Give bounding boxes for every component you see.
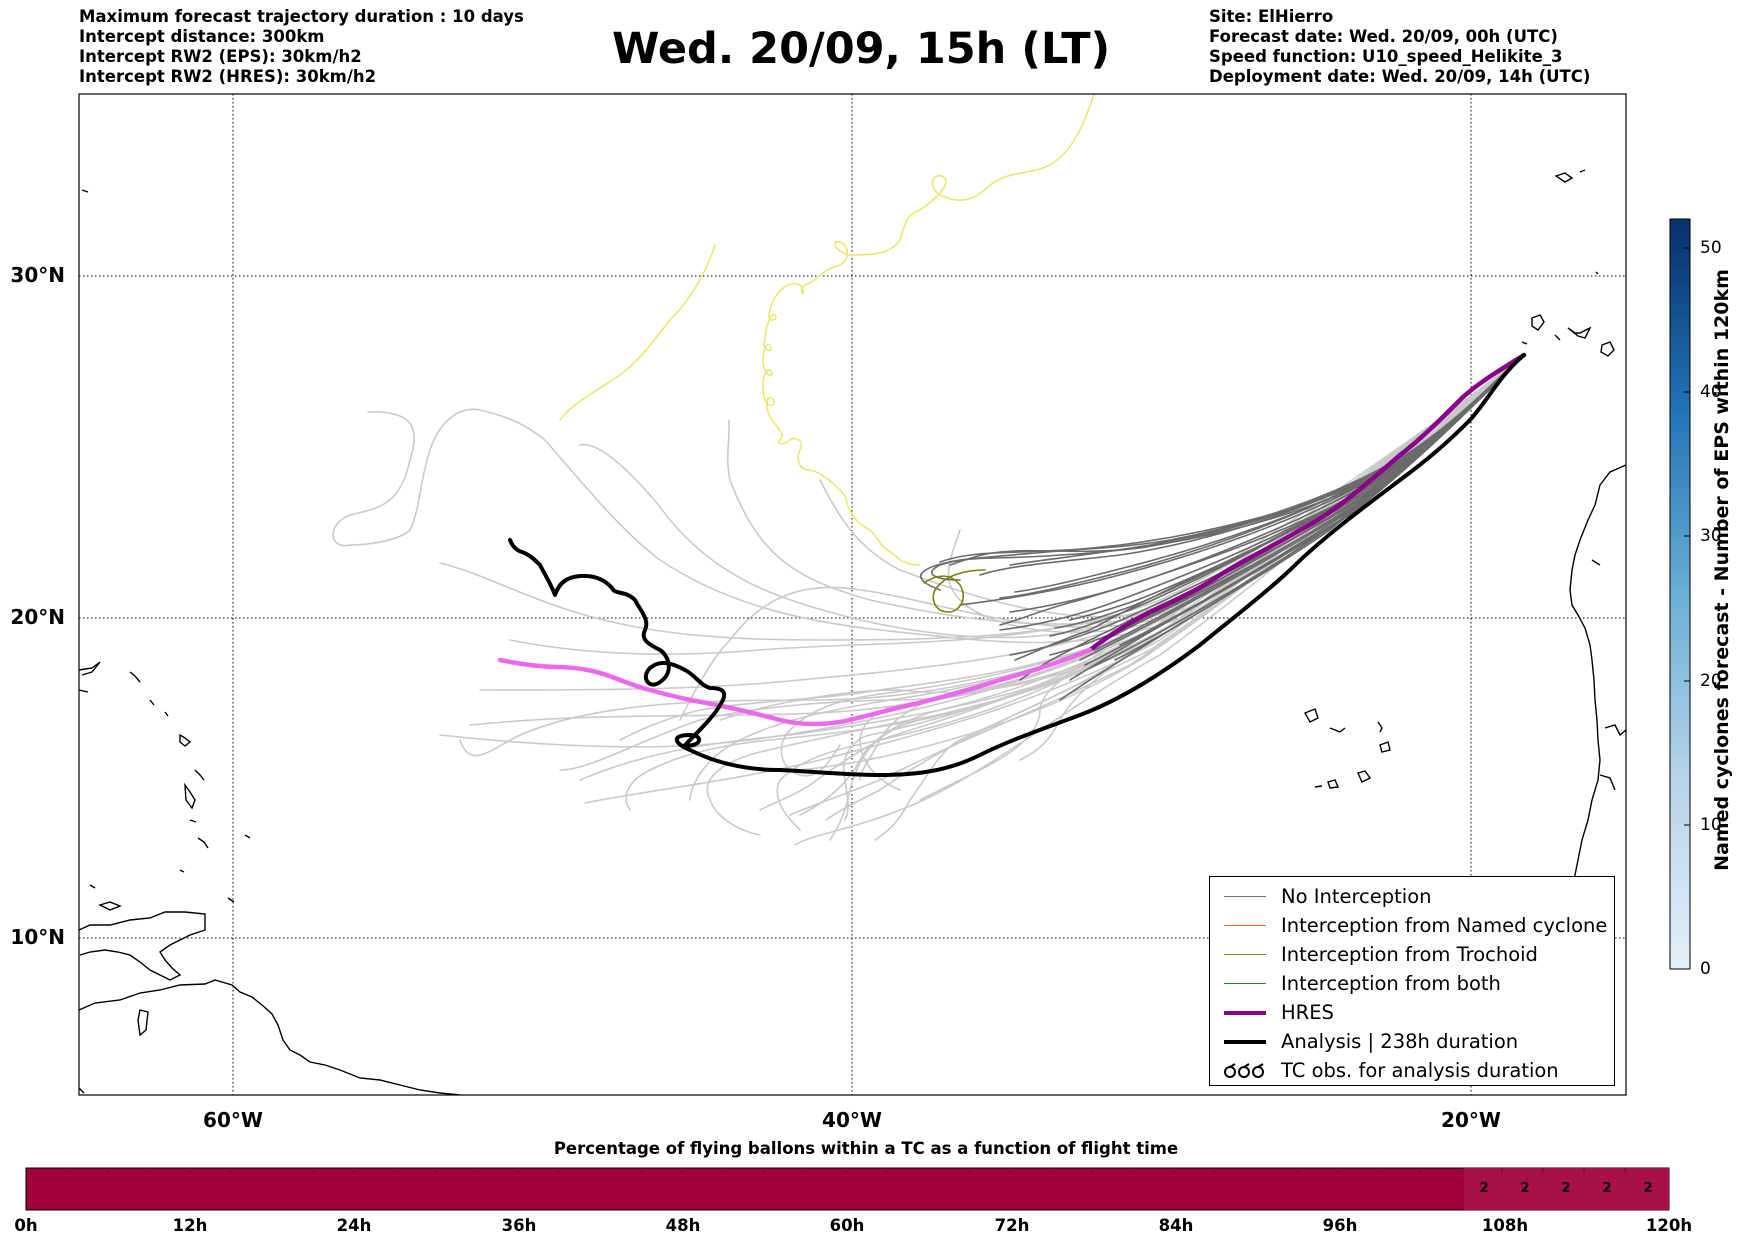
timebar-value: 2 (1479, 1181, 1489, 1196)
trochoid-trajectories (559, 94, 1096, 566)
legend-label: No Interception (1281, 885, 1432, 908)
lon-label-20w: 20°W (1441, 1108, 1501, 1132)
legend-swatch (1224, 1040, 1266, 1044)
lon-label-60w: 60°W (203, 1108, 263, 1132)
legend-item: Interception from both (1218, 970, 1613, 998)
legend-item: Interception from Trochoid (1218, 941, 1613, 969)
header-right-line: Site: ElHierro (1209, 7, 1334, 26)
header-left-line: Intercept RW2 (HRES): 30km/h2 (79, 67, 377, 86)
legend: No Interception Interception from Named … (1209, 876, 1615, 1086)
lat-label-10n: 10°N (10, 925, 65, 949)
hres-trajectory (497, 352, 1527, 727)
legend-item: HRES (1218, 999, 1613, 1027)
header-right-line: Speed function: U10_speed_Helikite_3 (1209, 47, 1563, 66)
time-label: 36h (501, 1216, 537, 1235)
timebar-value: 2 (1520, 1181, 1530, 1196)
time-label: 120h (1645, 1216, 1693, 1235)
legend-swatch (1224, 983, 1266, 984)
eps-trajectories-dark (919, 354, 1525, 701)
legend-label: HRES (1281, 1001, 1334, 1024)
map-frame (78, 93, 1627, 1096)
time-label: 12h (172, 1216, 208, 1235)
time-label: 72h (994, 1216, 1030, 1235)
colorbar-tick-label: 0 (1700, 959, 1711, 979)
legend-item: Interception from Named cyclone (1218, 912, 1613, 940)
legend-item: TC obs. for analysis duration (1218, 1057, 1613, 1085)
time-label: 24h (336, 1216, 372, 1235)
colorbar-tick-label: 10 (1700, 815, 1722, 835)
header-left: Maximum forecast trajectory duration : 1… (79, 7, 524, 87)
timebar-value: 2 (1602, 1181, 1612, 1196)
colorbar-tick-label: 20 (1700, 671, 1722, 691)
timebar-value: 2 (1561, 1181, 1571, 1196)
legend-item: No Interception (1218, 883, 1613, 911)
legend-label: Analysis | 238h duration (1281, 1030, 1519, 1053)
legend-swatch (1224, 954, 1266, 955)
header-left-line: Intercept distance: 300km (79, 27, 325, 46)
time-bar (25, 1167, 1670, 1211)
legend-label: TC obs. for analysis duration (1281, 1059, 1559, 1082)
legend-label: Interception from both (1281, 972, 1501, 995)
time-label: 96h (1322, 1216, 1358, 1235)
legend-swatch (1224, 896, 1266, 897)
page-title: Wed. 20/09, 15h (LT) (612, 24, 1111, 74)
colorbar-tick-label: 50 (1700, 238, 1722, 258)
time-label: 0h (14, 1216, 38, 1235)
lat-label-20n: 20°N (10, 605, 65, 629)
colorbar-tick-label: 30 (1700, 526, 1722, 546)
lon-label-40w: 40°W (822, 1108, 882, 1132)
trochoid-interception (923, 569, 986, 613)
time-label: 60h (829, 1216, 865, 1235)
analysis-trajectory (508, 353, 1526, 777)
legend-label: Interception from Named cyclone (1281, 914, 1608, 937)
time-label: 84h (1158, 1216, 1194, 1235)
timebar-value: 2 (1643, 1181, 1653, 1196)
legend-swatch (1224, 1011, 1266, 1015)
lat-label-30n: 30°N (10, 263, 65, 287)
coastlines (79, 169, 1626, 1095)
legend-label: Interception from Trochoid (1281, 943, 1538, 966)
colorbar-tick-label: 40 (1700, 382, 1722, 402)
header-left-line: Maximum forecast trajectory duration : 1… (79, 7, 524, 26)
header-left-line: Intercept RW2 (EPS): 30km/h2 (79, 47, 362, 66)
header-right-line: Forecast date: Wed. 20/09, 00h (UTC) (1209, 27, 1558, 46)
time-label: 108h (1481, 1216, 1529, 1235)
colorbar-title: Named cyclones forecast - Number of EPS … (1711, 269, 1733, 871)
tc-obs-icon (1224, 1063, 1264, 1078)
timebar-title: Percentage of flying ballons within a TC… (553, 1139, 1179, 1158)
legend-swatch (1224, 925, 1266, 926)
time-label: 48h (665, 1216, 701, 1235)
colorbar (1669, 218, 1691, 970)
header-right-line: Deployment date: Wed. 20/09, 14h (UTC) (1209, 67, 1591, 86)
legend-item: Analysis | 238h duration (1218, 1028, 1613, 1056)
header-right: Site: ElHierro Forecast date: Wed. 20/09… (1209, 7, 1590, 87)
